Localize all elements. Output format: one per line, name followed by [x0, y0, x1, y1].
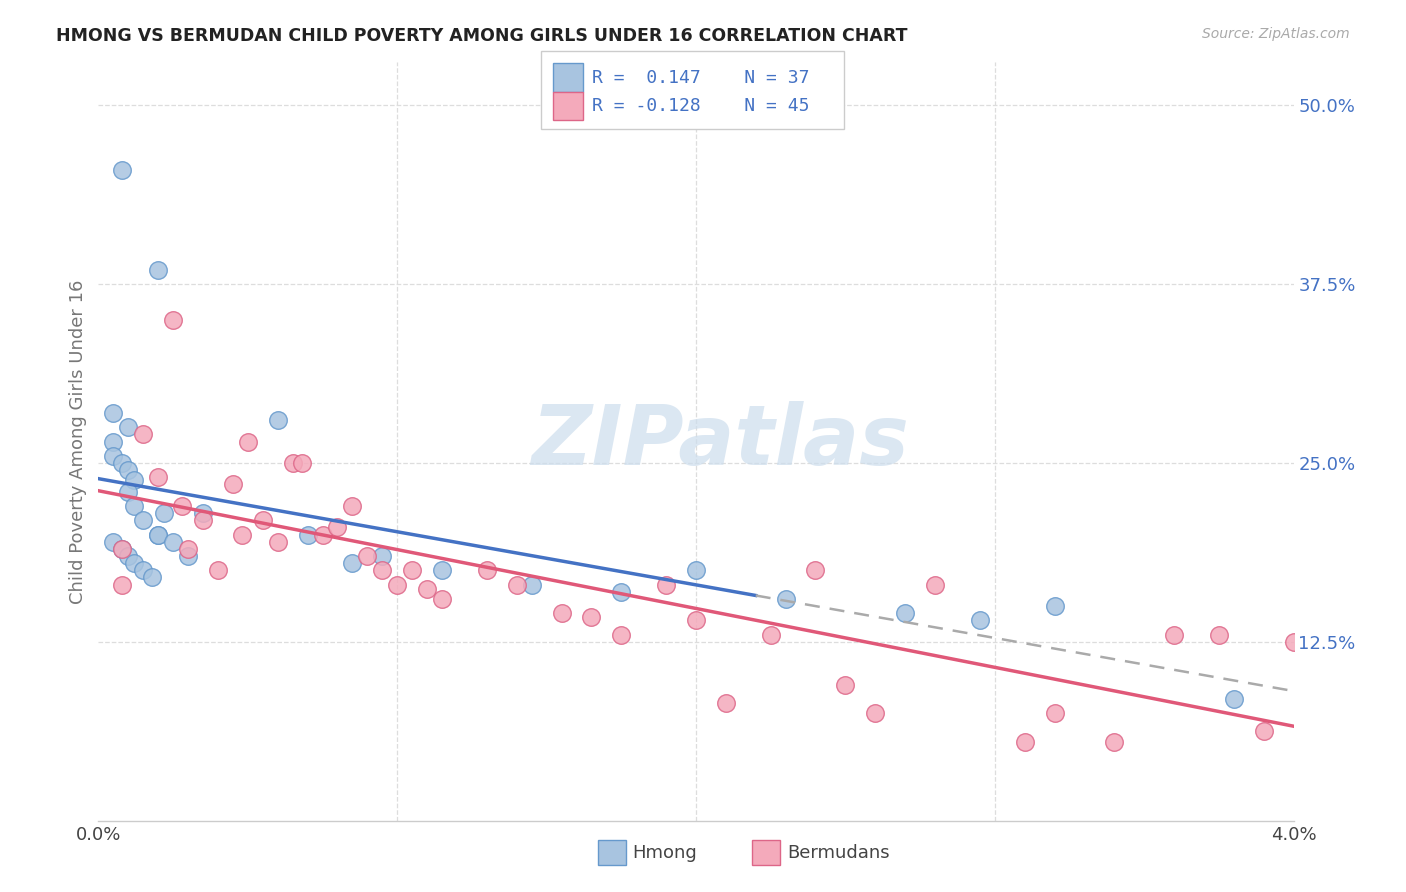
Point: [924, 577, 946, 591]
Point: [148, 263, 170, 277]
Point: [148, 470, 170, 484]
Point: [401, 563, 423, 577]
Point: [297, 527, 319, 541]
Point: [371, 563, 394, 577]
Point: [1104, 735, 1126, 749]
Point: [162, 534, 184, 549]
Point: [834, 678, 856, 692]
Point: [775, 591, 797, 606]
Point: [172, 499, 194, 513]
Point: [894, 606, 917, 620]
Point: [103, 449, 125, 463]
Point: [148, 527, 170, 541]
Point: [342, 556, 364, 570]
Point: [685, 613, 707, 627]
Point: [124, 473, 146, 487]
Point: [356, 549, 378, 563]
Point: [685, 563, 707, 577]
Point: [1043, 706, 1066, 721]
Point: [222, 477, 245, 491]
Point: [714, 696, 737, 710]
Point: [132, 563, 155, 577]
Point: [177, 549, 200, 563]
Point: [311, 527, 333, 541]
Point: [124, 499, 146, 513]
Text: Source: ZipAtlas.com: Source: ZipAtlas.com: [1202, 27, 1350, 41]
Point: [1282, 635, 1305, 649]
Point: [111, 541, 134, 556]
Point: [371, 549, 394, 563]
Point: [804, 563, 827, 577]
Point: [141, 570, 163, 584]
Text: ZIPatlas: ZIPatlas: [531, 401, 908, 482]
Point: [610, 584, 633, 599]
Point: [103, 434, 125, 449]
Point: [416, 582, 439, 596]
Point: [111, 577, 134, 591]
Point: [430, 591, 453, 606]
Point: [117, 463, 139, 477]
Point: [430, 563, 453, 577]
Point: [290, 456, 312, 470]
Point: [1253, 723, 1275, 738]
Point: [1043, 599, 1066, 613]
Point: [132, 513, 155, 527]
Point: [326, 520, 349, 534]
Point: [581, 610, 603, 624]
Point: [103, 534, 125, 549]
Point: [117, 420, 139, 434]
Point: [177, 541, 200, 556]
Text: Hmong: Hmong: [633, 844, 697, 862]
Point: [153, 506, 176, 520]
Point: [111, 541, 134, 556]
Point: [111, 162, 134, 177]
Point: [520, 577, 543, 591]
Point: [1208, 628, 1230, 642]
Point: [207, 563, 229, 577]
Point: [267, 413, 290, 427]
Point: [969, 613, 991, 627]
Point: [111, 456, 134, 470]
Point: [231, 527, 253, 541]
Point: [103, 406, 125, 420]
Text: HMONG VS BERMUDAN CHILD POVERTY AMONG GIRLS UNDER 16 CORRELATION CHART: HMONG VS BERMUDAN CHILD POVERTY AMONG GI…: [56, 27, 908, 45]
Point: [281, 456, 304, 470]
Text: R =  0.147    N = 37: R = 0.147 N = 37: [592, 69, 810, 87]
Y-axis label: Child Poverty Among Girls Under 16: Child Poverty Among Girls Under 16: [69, 279, 87, 604]
Point: [1163, 628, 1185, 642]
Point: [191, 506, 214, 520]
Point: [124, 556, 146, 570]
Point: [759, 628, 782, 642]
Point: [1223, 692, 1246, 706]
Point: [610, 628, 633, 642]
Point: [191, 513, 214, 527]
Point: [1014, 735, 1036, 749]
Point: [162, 313, 184, 327]
Point: [865, 706, 887, 721]
Point: [655, 577, 678, 591]
Point: [148, 527, 170, 541]
Point: [132, 427, 155, 442]
Point: [385, 577, 409, 591]
Text: R = -0.128    N = 45: R = -0.128 N = 45: [592, 97, 810, 115]
Point: [117, 484, 139, 499]
Point: [342, 499, 364, 513]
Point: [550, 606, 572, 620]
Point: [475, 563, 498, 577]
Point: [252, 513, 274, 527]
Text: Bermudans: Bermudans: [787, 844, 890, 862]
Point: [117, 549, 139, 563]
Point: [267, 534, 290, 549]
Point: [236, 434, 259, 449]
Point: [506, 577, 529, 591]
